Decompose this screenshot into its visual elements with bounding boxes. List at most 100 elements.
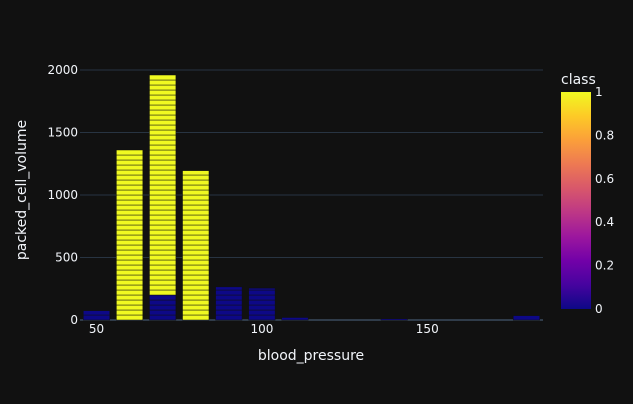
bar-segment (116, 259, 144, 266)
bar-segment (116, 239, 144, 246)
bar-segment (116, 204, 144, 211)
colorbar-tick-label: 0 (595, 302, 603, 316)
colorbar-tick-label: 0.8 (595, 128, 614, 142)
bar-segment (512, 315, 540, 321)
bar-segment (149, 229, 177, 236)
colorbar-tick-label: 0.6 (595, 172, 614, 186)
bar-segment (182, 239, 210, 246)
bar-segment (149, 274, 177, 281)
y-tick-label: 1000 (47, 188, 78, 202)
bar-segment (116, 174, 144, 181)
bar-segment (116, 154, 144, 161)
bar-segment (116, 284, 144, 291)
bar-segment (83, 310, 111, 316)
bar-segment (248, 299, 276, 306)
bar-segment (149, 114, 177, 121)
bar-segment (149, 239, 177, 246)
bar-segment (149, 89, 177, 96)
bars (83, 74, 540, 321)
bar-segment (149, 219, 177, 226)
bar-segment (149, 214, 177, 221)
bar-segment (149, 129, 177, 136)
bar-segment (149, 109, 177, 116)
bar-segment (149, 124, 177, 131)
bar-segment (182, 189, 210, 196)
y-tick-labels: 0 500 1000 1500 2000 (47, 63, 78, 327)
bar-segment (149, 104, 177, 111)
y-axis-title: packed_cell_volume (14, 120, 30, 260)
bar-segment (116, 299, 144, 306)
bar-segment (182, 269, 210, 276)
bar-segment (149, 269, 177, 276)
bar-segment (149, 179, 177, 186)
bar-segment (182, 264, 210, 271)
bar-segment (149, 294, 177, 301)
bar-segment (149, 194, 177, 201)
bar-segment (116, 189, 144, 196)
colorbar-tick-label: 0.4 (595, 215, 614, 229)
bar-segment (149, 134, 177, 141)
bar-segment (116, 314, 144, 321)
bar-segment (215, 286, 243, 291)
colorbar-title: class (561, 72, 596, 88)
bar-segment (182, 234, 210, 241)
bar-segment (149, 94, 177, 101)
bar-segment (182, 254, 210, 261)
x-axis-title: blood_pressure (258, 348, 364, 364)
bar-segment (116, 159, 144, 166)
bar-segment (149, 204, 177, 211)
bar-segment (182, 174, 210, 181)
bar-segment (149, 304, 177, 311)
bar-segment (248, 289, 276, 296)
bar-segment (149, 119, 177, 126)
bar-segment (149, 189, 177, 196)
bar-segment (116, 179, 144, 186)
bar-segment (248, 294, 276, 301)
bar-segment (149, 289, 177, 296)
bar-segment (116, 294, 144, 301)
bar-segment (149, 154, 177, 161)
bar-segment (215, 314, 243, 321)
bar-segment (116, 304, 144, 311)
bar-segment (248, 314, 276, 321)
bar-segment (116, 184, 144, 191)
bar-segment (149, 314, 177, 321)
bar-segment (149, 224, 177, 231)
bar-segment (116, 269, 144, 276)
bar-segment (182, 224, 210, 231)
bar-segment (182, 314, 210, 321)
bar-segment (215, 299, 243, 306)
bar-segment (116, 234, 144, 241)
bar-segment (182, 194, 210, 201)
bar-segment (248, 309, 276, 316)
bar-segment (182, 199, 210, 206)
x-tick-label: 50 (89, 322, 104, 336)
bar-segment (116, 164, 144, 171)
bar-segment (149, 249, 177, 256)
bar-segment (182, 209, 210, 216)
bar-segment (215, 304, 243, 311)
bar-segment (149, 264, 177, 271)
bar-segment (149, 174, 177, 181)
bar-segment (182, 214, 210, 221)
bar-segment (182, 294, 210, 301)
bar-segment (182, 309, 210, 316)
x-tick-label: 150 (416, 322, 439, 336)
bar-segment (116, 279, 144, 286)
bar-segment (248, 287, 276, 291)
bar-segment (149, 159, 177, 166)
bar-segment (182, 179, 210, 186)
bar-segment (116, 214, 144, 221)
bar-segment (149, 234, 177, 241)
bar-segment (215, 289, 243, 296)
bar-segment (116, 219, 144, 226)
bar-segment (116, 209, 144, 216)
bar-segment (116, 274, 144, 281)
bar-segment (182, 259, 210, 266)
bar-segment (83, 314, 111, 321)
bar-segment (215, 294, 243, 301)
bar-segment (116, 194, 144, 201)
bar-segment (182, 299, 210, 306)
bar-segment (149, 209, 177, 216)
